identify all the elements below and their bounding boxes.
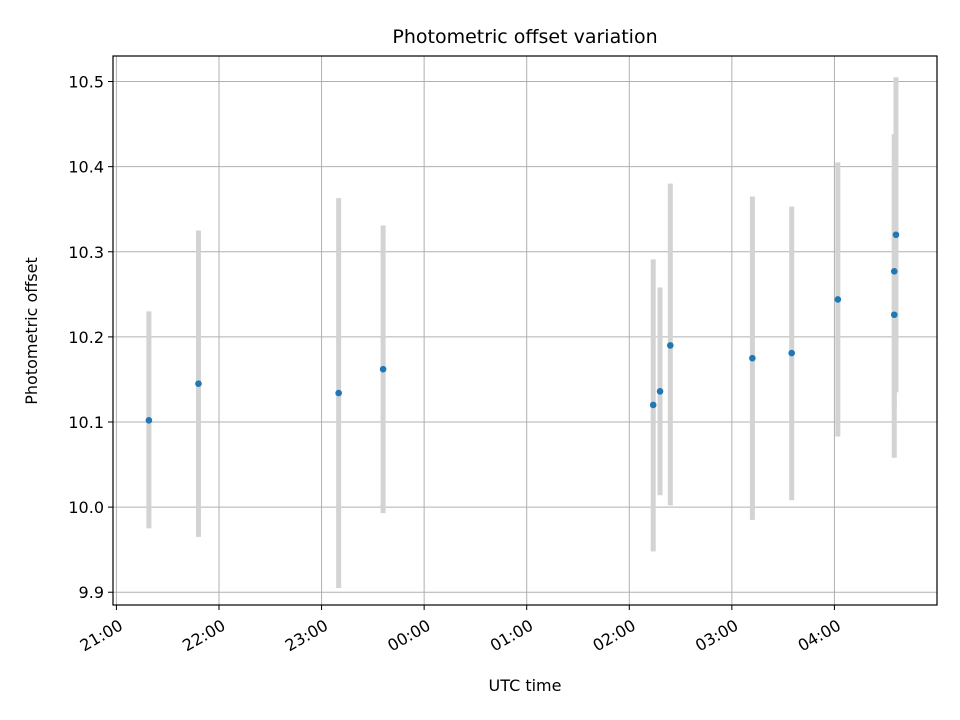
y-tick-label: 10.1 <box>68 413 104 432</box>
y-axis-label: Photometric offset <box>22 257 41 405</box>
data-point <box>890 311 898 319</box>
data-point <box>656 388 664 395</box>
data-point <box>834 296 842 303</box>
data-points <box>145 231 900 424</box>
y-tick-label: 10.0 <box>68 498 104 517</box>
data-point <box>145 416 153 424</box>
y-axis-ticks: 9.9 10.0 10.1 10.2 10.3 10.4 10.5 <box>68 73 113 602</box>
data-point <box>667 342 674 349</box>
y-tick-label: 10.2 <box>68 328 104 347</box>
y-tick-label: 10.3 <box>68 243 104 262</box>
data-point <box>649 401 657 409</box>
plot-frame <box>112 55 938 606</box>
data-point <box>749 354 756 362</box>
data-point <box>379 365 387 373</box>
data-point <box>788 349 795 357</box>
y-tick-label: 9.9 <box>79 583 104 602</box>
chart-title: Photometric offset variation <box>392 26 657 48</box>
data-point <box>195 380 202 387</box>
data-point <box>335 389 342 397</box>
y-tick-label: 10.4 <box>68 158 104 177</box>
data-point <box>892 231 900 239</box>
grid <box>113 56 937 605</box>
y-tick-label: 10.5 <box>68 73 104 92</box>
x-axis-label: UTC time <box>489 676 562 695</box>
data-point <box>890 268 898 275</box>
